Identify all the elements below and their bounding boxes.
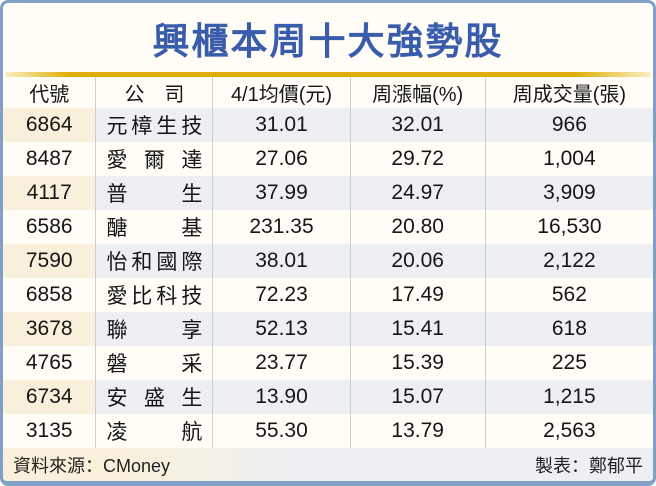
cell-code: 6858 <box>3 278 97 312</box>
cell-price: 72.23 <box>212 278 351 312</box>
cell-price: 37.99 <box>212 176 351 210</box>
cell-volume: 225 <box>551 351 587 374</box>
table-row: 6864 元樟生技 31.01 32.01 966 <box>3 108 653 142</box>
cell-change: 24.97 <box>350 176 486 210</box>
cell-volume: 562 <box>551 283 587 306</box>
cell-change: 15.39 <box>350 346 486 380</box>
cell-price: 38.01 <box>212 244 351 278</box>
col-header-price: 4/1均價(元) <box>212 77 351 108</box>
cell-company: 磐采 <box>95 346 214 380</box>
table-row: 3135 凌航 55.30 13.79 2,563 <box>3 414 653 448</box>
cell-change: 20.80 <box>350 210 486 244</box>
col-header-code: 代號 <box>3 77 97 108</box>
cell-code: 8487 <box>3 142 97 176</box>
cell-code: 6864 <box>3 108 97 142</box>
cell-code: 6734 <box>3 380 97 414</box>
table-row: 7590 怡和國際 38.01 20.06 2,122 <box>3 244 653 278</box>
cell-company: 安盛生 <box>95 380 214 414</box>
cell-price: 27.06 <box>212 142 351 176</box>
cell-code: 4117 <box>3 176 97 210</box>
col-header-company: 公 司 <box>95 77 214 108</box>
table-row: 4117 普生 37.99 24.97 3,909 <box>3 176 653 210</box>
cell-company: 醣基 <box>95 210 214 244</box>
cell-company: 愛爾達 <box>95 142 214 176</box>
cell-change: 15.41 <box>350 312 486 346</box>
cell-volume: 2,122 <box>485 244 653 278</box>
cell-price: 52.13 <box>212 312 351 346</box>
cell-company: 愛比科技 <box>95 278 214 312</box>
table-row: 3678 聯享 52.13 15.41 618 <box>3 312 653 346</box>
table-row: 4765 磐采 23.77 15.39 225 <box>3 346 653 380</box>
credit-label: 製表：鄭郁平 <box>535 455 643 476</box>
cell-company: 普生 <box>95 176 214 210</box>
cell-volume: 3,909 <box>485 176 653 210</box>
cell-code: 3135 <box>3 414 97 448</box>
cell-code: 6586 <box>3 210 97 244</box>
table-footer: 資料來源：CMoney 製表：鄭郁平 <box>3 448 653 481</box>
cell-price: 23.77 <box>212 346 351 380</box>
cell-code: 7590 <box>3 244 97 278</box>
cell-price: 13.90 <box>212 380 351 414</box>
cell-company: 怡和國際 <box>95 244 214 278</box>
cell-volume: 2,563 <box>543 419 596 442</box>
header-row: 代號 公 司 4/1均價(元) 周漲幅(%) 周成交量(張) <box>3 77 653 108</box>
cell-price: 55.30 <box>212 414 351 448</box>
cell-volume: 16,530 <box>537 215 602 238</box>
table-header: 代號 公 司 4/1均價(元) 周漲幅(%) 周成交量(張) <box>3 77 653 108</box>
gold-divider <box>5 72 651 77</box>
cell-change: 17.49 <box>350 278 486 312</box>
table-row: 6586 醣基 231.35 20.80 16,530 <box>3 210 653 244</box>
cell-change: 29.72 <box>350 142 486 176</box>
cell-company: 元樟生技 <box>95 108 214 142</box>
cell-change: 15.07 <box>350 380 486 414</box>
title-area: 興櫃本周十大強勢股 <box>3 3 653 72</box>
stock-table: 代號 公 司 4/1均價(元) 周漲幅(%) 周成交量(張) 6864 元樟生技… <box>3 77 653 448</box>
cell-volume: 1,215 <box>485 380 653 414</box>
table-body: 6864 元樟生技 31.01 32.01 966 8487 愛爾達 27.06… <box>3 108 653 448</box>
cell-volume: 1,004 <box>543 147 596 170</box>
cell-change: 13.79 <box>350 414 486 448</box>
table-row: 6858 愛比科技 72.23 17.49 562 <box>3 278 653 312</box>
cell-volume: 618 <box>485 312 653 346</box>
cell-company: 聯享 <box>95 312 214 346</box>
table-row: 8487 愛爾達 27.06 29.72 1,004 <box>3 142 653 176</box>
cell-price: 231.35 <box>212 210 351 244</box>
col-header-change: 周漲幅(%) <box>350 77 486 108</box>
cell-code: 3678 <box>3 312 97 346</box>
cell-code: 4765 <box>3 346 97 380</box>
cell-change: 32.01 <box>350 108 486 142</box>
table-row: 6734 安盛生 13.90 15.07 1,215 <box>3 380 653 414</box>
cell-change: 20.06 <box>350 244 486 278</box>
data-source-label: 資料來源：CMoney <box>13 455 171 476</box>
col-header-volume: 周成交量(張) <box>485 77 653 108</box>
page-title: 興櫃本周十大強勢股 <box>152 20 504 62</box>
cell-price: 31.01 <box>212 108 351 142</box>
cell-company: 凌航 <box>95 414 214 448</box>
cell-volume: 966 <box>485 108 653 142</box>
